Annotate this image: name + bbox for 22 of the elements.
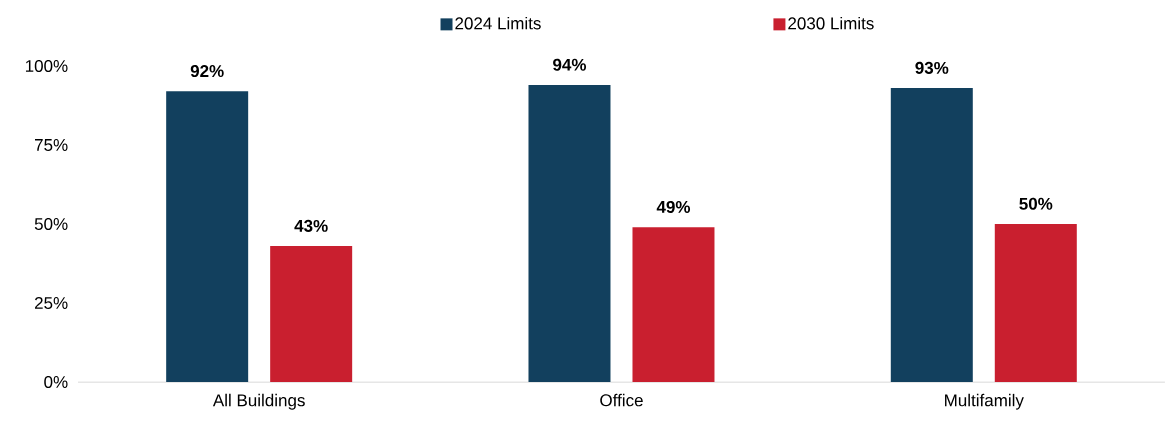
data-label: 92% <box>190 65 224 78</box>
x-tick-label: All Buildings <box>212 393 305 410</box>
bar <box>166 91 249 382</box>
y-tick-label: 50% <box>34 217 68 231</box>
bar <box>994 223 1077 382</box>
legend-label: 2030 Limits <box>788 16 874 30</box>
data-label: 50% <box>1019 197 1053 210</box>
bar <box>528 84 611 382</box>
y-tick-label: 25% <box>34 296 68 310</box>
legend-label: 2024 Limits <box>455 16 541 30</box>
x-tick-label: Multifamily <box>945 393 1024 410</box>
y-tick-label: 0% <box>44 375 68 389</box>
data-label: 49% <box>656 200 691 213</box>
bar <box>270 246 353 382</box>
data-label: 94% <box>553 58 587 71</box>
y-tick-label: 75% <box>35 139 68 151</box>
x-tick-label: Office <box>600 393 643 407</box>
y-tick-label: 100% <box>25 59 68 73</box>
bar <box>632 227 715 382</box>
bar <box>890 88 973 382</box>
data-label: 43% <box>294 219 328 232</box>
data-label: 93% <box>915 61 949 74</box>
